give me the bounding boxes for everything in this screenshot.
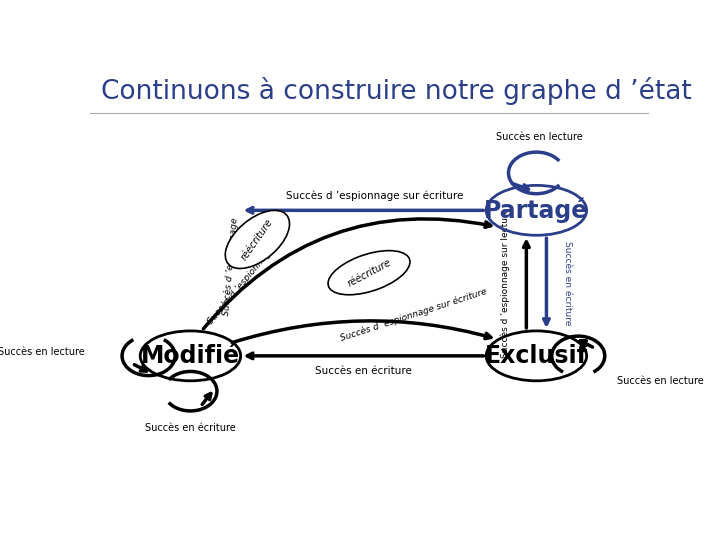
Text: Modifié: Modifié [141, 344, 240, 368]
Text: Succès en lecture: Succès en lecture [496, 132, 582, 141]
Text: réécriture: réécriture [346, 257, 392, 288]
Ellipse shape [225, 211, 289, 268]
Text: Succès en écriture: Succès en écriture [315, 366, 412, 376]
Text: Succès en lecture: Succès en lecture [0, 347, 84, 357]
Text: Succès en écriture: Succès en écriture [562, 241, 572, 325]
Text: Continuons à construire notre graphe d ’état: Continuons à construire notre graphe d ’… [101, 77, 692, 105]
Ellipse shape [328, 251, 410, 295]
Text: Succès d ’espionnage sur écriture: Succès d ’espionnage sur écriture [339, 286, 488, 342]
Text: Partagé: Partagé [485, 198, 588, 223]
Text: Succès d ’espionnage sur lecture: Succès d ’espionnage sur lecture [501, 208, 510, 358]
Text: réécriture: réécriture [240, 217, 275, 262]
Text: Succès d ’espionnage sur écriture: Succès d ’espionnage sur écriture [286, 191, 463, 201]
Text: Succès en lecture: Succès en lecture [617, 376, 704, 386]
Text: Succès en écriture: Succès en écriture [145, 423, 236, 433]
Text: Succès d ’espionnage: Succès d ’espionnage [221, 217, 239, 316]
Text: Exclusif: Exclusif [485, 344, 588, 368]
Text: Succès d ’espionnage: Succès d ’espionnage [205, 245, 276, 326]
